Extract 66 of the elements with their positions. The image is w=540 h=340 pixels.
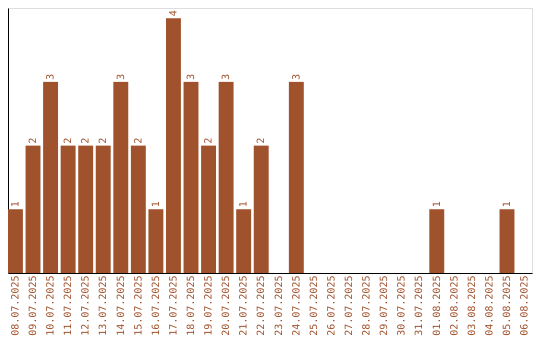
data-label: 2 xyxy=(98,138,110,144)
x-tick-label: 27.07.2025 xyxy=(344,276,355,336)
data-label: 2 xyxy=(63,138,74,144)
bar xyxy=(429,209,444,273)
x-tick-label: 17.07.2025 xyxy=(168,276,180,336)
x-tick-label: 05.08.2025 xyxy=(502,276,513,336)
data-label: 2 xyxy=(133,138,144,144)
x-tick-label: 26.07.2025 xyxy=(326,276,338,336)
x-tick-label: 13.07.2025 xyxy=(98,276,110,336)
x-tick-label: 12.07.2025 xyxy=(80,276,92,336)
x-tick-label: 02.08.2025 xyxy=(449,276,460,336)
bar xyxy=(148,209,164,273)
x-tick-label: 06.08.2025 xyxy=(520,276,531,336)
bar xyxy=(43,82,58,273)
x-tick-label: 11.07.2025 xyxy=(63,276,74,336)
x-tick-label: 18.07.2025 xyxy=(186,276,198,336)
data-label: 4 xyxy=(168,10,180,16)
data-label: 3 xyxy=(116,74,127,80)
bar xyxy=(60,146,76,273)
x-tick-label: 29.07.2025 xyxy=(379,276,390,336)
data-label: 1 xyxy=(432,201,443,208)
x-tick-label: 03.08.2025 xyxy=(466,276,478,336)
bar xyxy=(78,146,94,273)
x-tick-label: 28.07.2025 xyxy=(362,276,373,336)
bar xyxy=(218,82,234,273)
x-tick-label: 08.07.2025 xyxy=(10,276,22,336)
x-tick-label: 14.07.2025 xyxy=(116,276,127,336)
x-tick-label: 23.07.2025 xyxy=(274,276,285,336)
bar xyxy=(500,209,514,273)
x-tick-label: 31.07.2025 xyxy=(414,276,426,336)
data-label: 2 xyxy=(256,138,268,144)
x-tick-label: 15.07.2025 xyxy=(133,276,144,336)
bar xyxy=(26,146,40,273)
bar xyxy=(201,146,216,273)
data-label: 2 xyxy=(204,138,215,144)
data-label: 3 xyxy=(186,74,198,80)
x-tick-label: 24.07.2025 xyxy=(291,276,302,336)
bar xyxy=(113,82,128,273)
bar xyxy=(96,146,111,273)
data-label: 2 xyxy=(28,138,40,144)
bar xyxy=(166,18,181,273)
data-label: 3 xyxy=(221,74,232,80)
data-label: 1 xyxy=(502,201,513,208)
x-tick-label: 22.07.2025 xyxy=(256,276,268,336)
bar xyxy=(8,209,23,273)
x-tick-label: 04.08.2025 xyxy=(484,276,496,336)
bar xyxy=(288,82,304,273)
x-tick-label: 10.07.2025 xyxy=(46,276,57,336)
data-label: 2 xyxy=(80,138,92,144)
x-tick-label: 09.07.2025 xyxy=(28,276,40,336)
bar xyxy=(236,209,252,273)
data-label: 3 xyxy=(46,74,57,80)
x-tick-label: 25.07.2025 xyxy=(308,276,320,336)
x-tick-label: 01.08.2025 xyxy=(432,276,443,336)
x-tick-label: 30.07.2025 xyxy=(396,276,408,336)
x-tick-label: 21.07.2025 xyxy=(238,276,250,336)
bar xyxy=(184,82,198,273)
x-tick-label: 20.07.2025 xyxy=(221,276,232,336)
bar xyxy=(130,146,146,273)
data-label: 1 xyxy=(238,201,250,208)
data-label: 3 xyxy=(291,74,302,80)
data-label: 1 xyxy=(150,201,162,208)
x-tick-label: 16.07.2025 xyxy=(150,276,162,336)
x-tick-label: 19.07.2025 xyxy=(204,276,215,336)
bar xyxy=(254,146,269,273)
data-label: 1 xyxy=(10,201,22,208)
